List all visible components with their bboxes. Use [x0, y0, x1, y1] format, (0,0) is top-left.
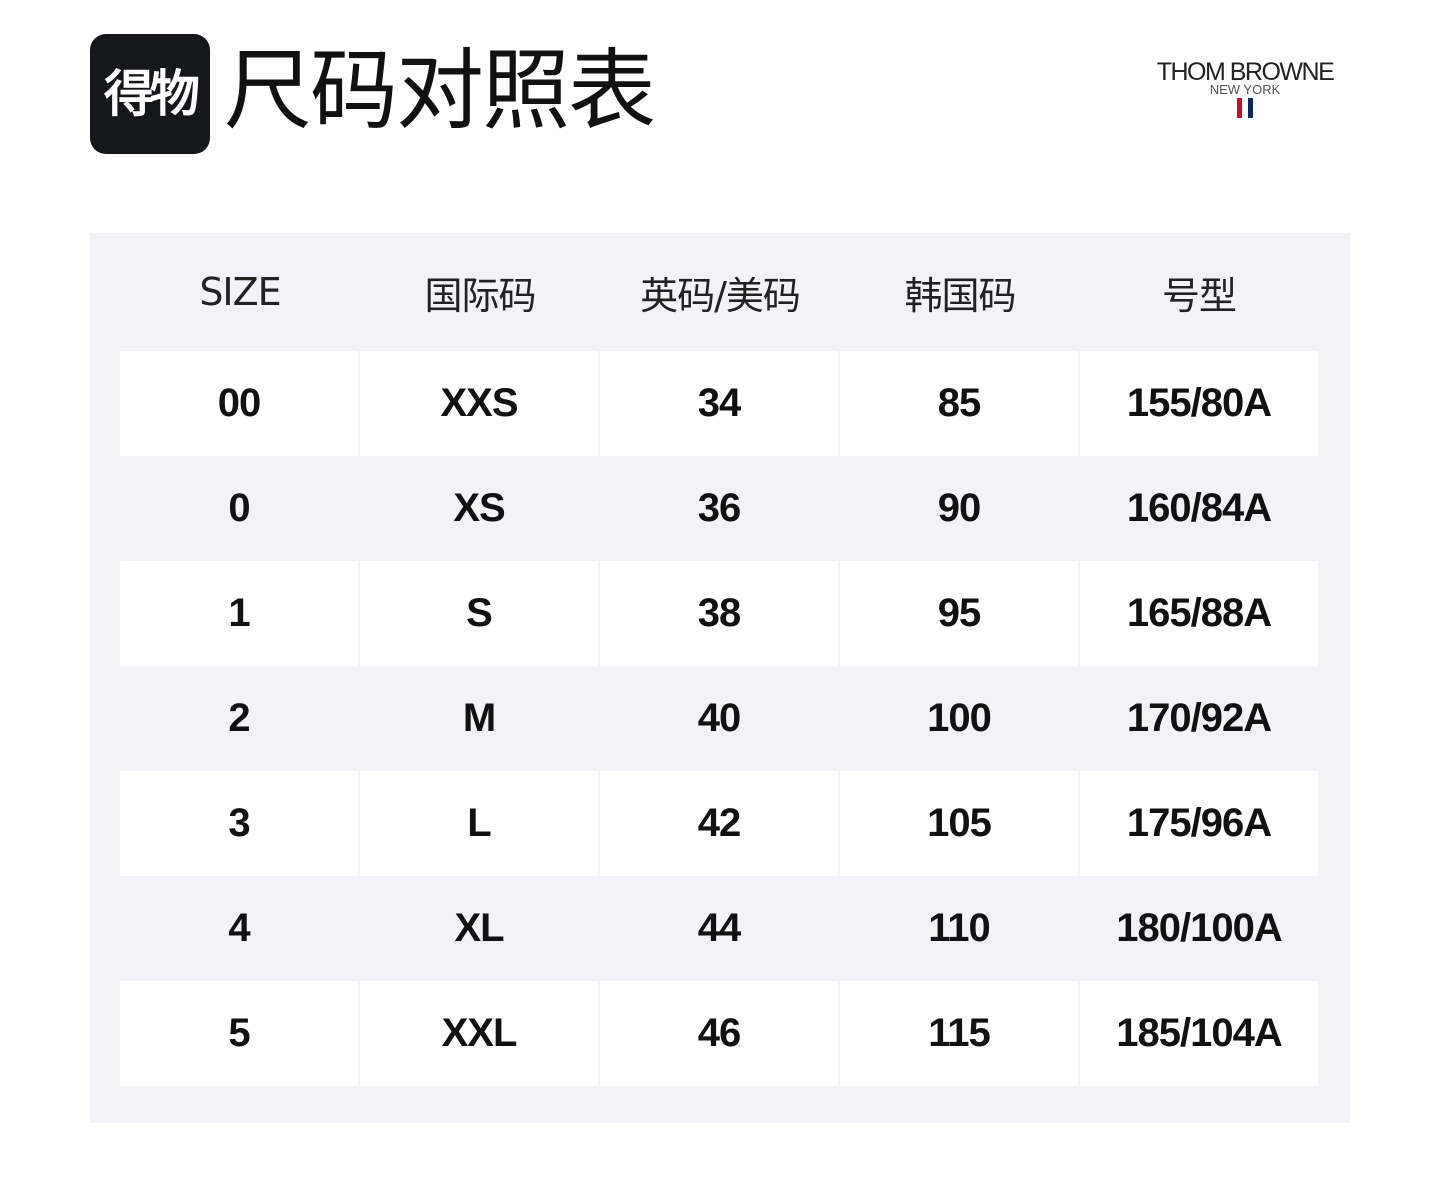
column-header-size: SIZE	[199, 270, 281, 314]
column-header-chinese-fit: 号型	[1161, 273, 1237, 318]
table-cell-size: 5	[120, 981, 358, 1086]
table-cell-size: 2	[228, 696, 250, 740]
dewu-logo: 得物	[90, 34, 210, 154]
table-cell-international: XS	[453, 486, 505, 530]
table-cell-korea: 95	[840, 561, 1078, 666]
table-cell-uk-us: 44	[697, 906, 742, 950]
column-header-uk-us: 英码/美码	[640, 273, 801, 318]
table-cell-chinese-fit: 160/84A	[1126, 486, 1272, 530]
table-row: 3 L 42 105 175/96A	[120, 771, 1318, 876]
table-cell-size: 00	[120, 351, 358, 456]
table-cell-uk-us: 40	[697, 696, 742, 740]
table-cell-size: 4	[228, 906, 250, 950]
size-table: SIZE 国际码 英码/美码 韩国码 号型 00 XXS 34 85 155/80A 0 X…	[90, 233, 1350, 1123]
table-row: 4 XL 44 110 180/100A	[120, 876, 1318, 981]
table-cell-chinese-fit: 170/92A	[1126, 696, 1272, 740]
table-cell-korea: 105	[840, 771, 1078, 876]
table-cell-size: 0	[228, 486, 250, 530]
column-header-korea: 韩国码	[904, 273, 1016, 318]
table-cell-korea: 110	[928, 906, 991, 950]
table-cell-size: 1	[120, 561, 358, 666]
brand-stripe-red	[1237, 98, 1242, 118]
table-cell-korea: 90	[937, 486, 982, 530]
table-cell-chinese-fit: 180/100A	[1116, 906, 1282, 950]
table-row: 1 S 38 95 165/88A	[120, 561, 1318, 666]
table-row: 5 XXL 46 115 185/104A	[120, 981, 1318, 1086]
table-cell-international: XL	[454, 906, 504, 950]
brand-stripes-icon	[1140, 98, 1350, 118]
table-cell-uk-us: 38	[600, 561, 838, 666]
table-header-row: SIZE 国际码 英码/美码 韩国码 号型	[120, 233, 1318, 351]
table-cell-korea: 85	[840, 351, 1078, 456]
table-cell-chinese-fit: 155/80A	[1080, 351, 1318, 456]
table-row: 00 XXS 34 85 155/80A	[120, 351, 1318, 456]
brand-logo: THOM BROWNE NEW YORK	[1140, 58, 1350, 118]
table-cell-uk-us: 36	[697, 486, 742, 530]
table-cell-chinese-fit: 175/96A	[1080, 771, 1318, 876]
table-cell-uk-us: 34	[600, 351, 838, 456]
table-cell-international: S	[360, 561, 598, 666]
brand-name: THOM BROWNE	[1156, 58, 1335, 86]
table-body: 00 XXS 34 85 155/80A 0 XS 36 90 160/84A 1 S 38 95 165/…	[120, 351, 1318, 1086]
table-cell-chinese-fit: 185/104A	[1080, 981, 1318, 1086]
table-cell-korea: 100	[927, 696, 992, 740]
table-cell-international: XXS	[360, 351, 598, 456]
table-cell-international: L	[360, 771, 598, 876]
brand-stripe-navy	[1248, 98, 1253, 118]
table-row: 2 M 40 100 170/92A	[120, 666, 1318, 771]
table-cell-size: 3	[120, 771, 358, 876]
page-title: 尺码对照表	[224, 39, 656, 142]
table-cell-uk-us: 42	[600, 771, 838, 876]
table-row: 0 XS 36 90 160/84A	[120, 456, 1318, 561]
column-header-international: 国际码	[424, 273, 536, 318]
table-cell-chinese-fit: 165/88A	[1080, 561, 1318, 666]
table-cell-international: XXL	[360, 981, 598, 1086]
table-cell-uk-us: 46	[600, 981, 838, 1086]
table-cell-international: M	[462, 696, 496, 740]
table-cell-korea: 115	[840, 981, 1078, 1086]
brand-subtitle: NEW YORK	[1209, 82, 1281, 97]
logo-text: 得物	[104, 65, 200, 123]
